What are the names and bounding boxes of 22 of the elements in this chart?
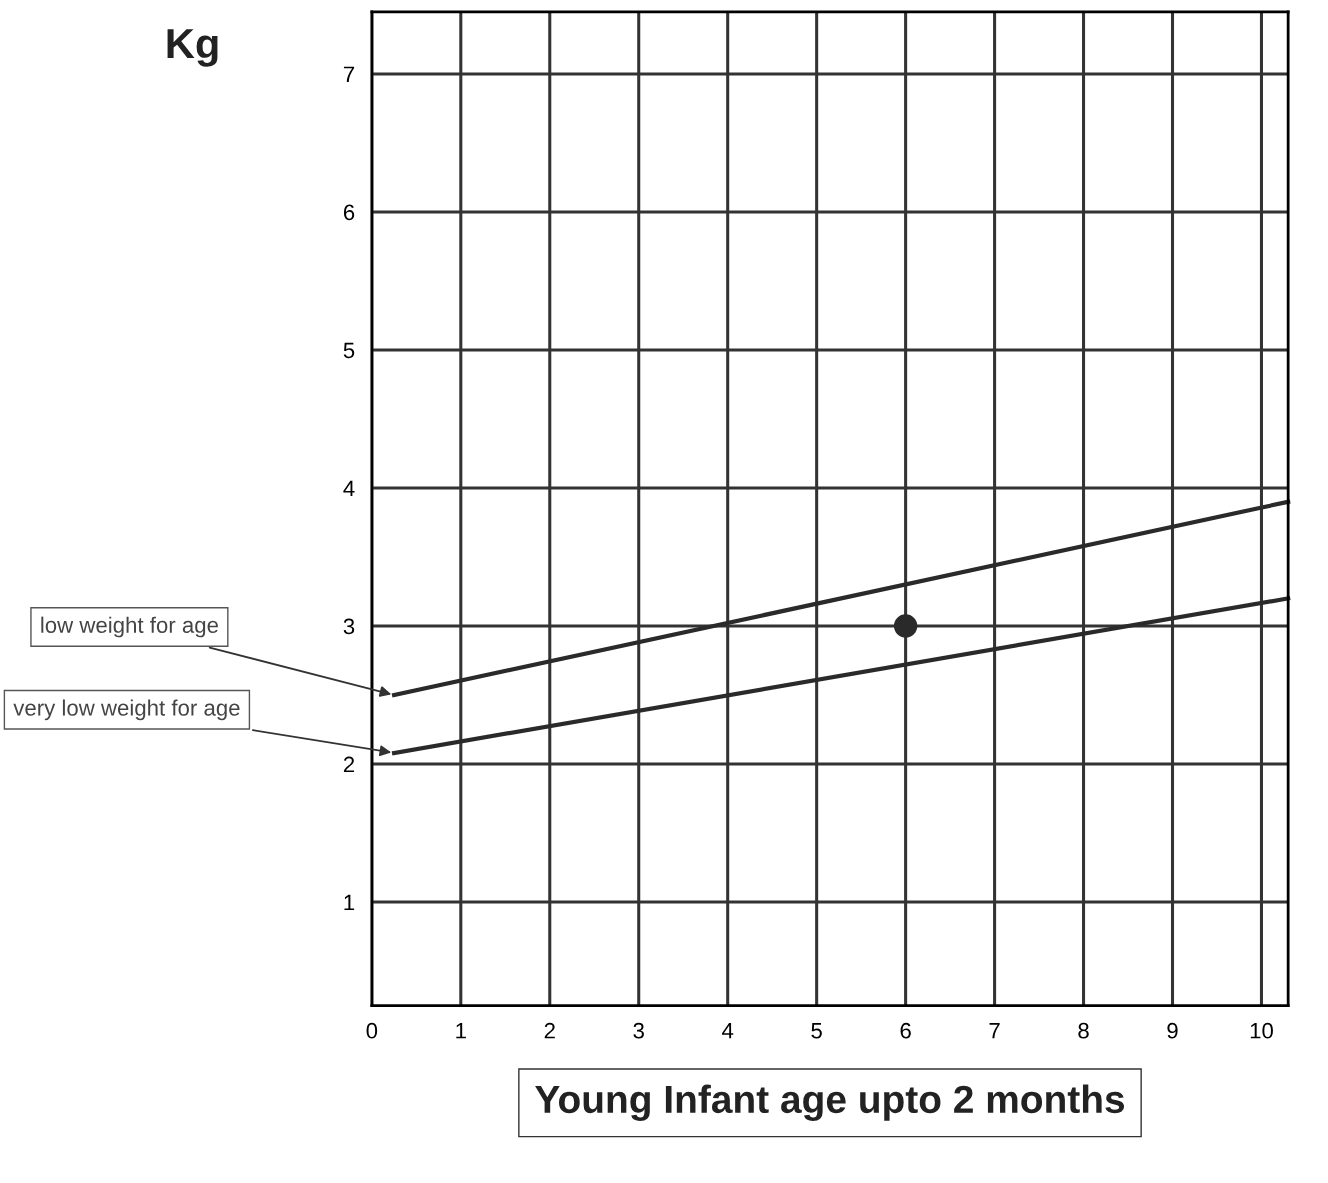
x-axis-title: Young Infant age upto 2 months [535,1084,1125,1122]
y-tick-label: 6 [343,204,355,221]
x-tick-label: 5 [811,1023,822,1039]
x-tick-label: 1 [456,1023,466,1039]
x-tick-label: 0 [366,1022,378,1039]
y-tick-label: 7 [343,66,355,82]
y-tick-label: 2 [343,756,355,773]
y-tick-label: 5 [343,342,355,359]
x-tick-label: 2 [544,1022,555,1039]
x-tick-label: 7 [989,1023,1000,1039]
text: low weight for age [41,616,218,638]
text: very low weight for age [13,699,240,721]
y-tick-label: 4 [343,480,355,497]
x-tick-label: 3 [633,1022,644,1039]
x-tick-label: 10 [1250,1022,1273,1039]
y-tick-label: 1 [344,894,355,911]
y-axis-title: Kg [167,29,218,67]
x-tick-label: 4 [722,1023,734,1039]
x-tick-label: 8 [1078,1022,1089,1039]
y-tick-label: 3 [343,618,355,635]
x-tick-label: 9 [1167,1022,1178,1039]
x-tick-label: 6 [900,1022,911,1039]
